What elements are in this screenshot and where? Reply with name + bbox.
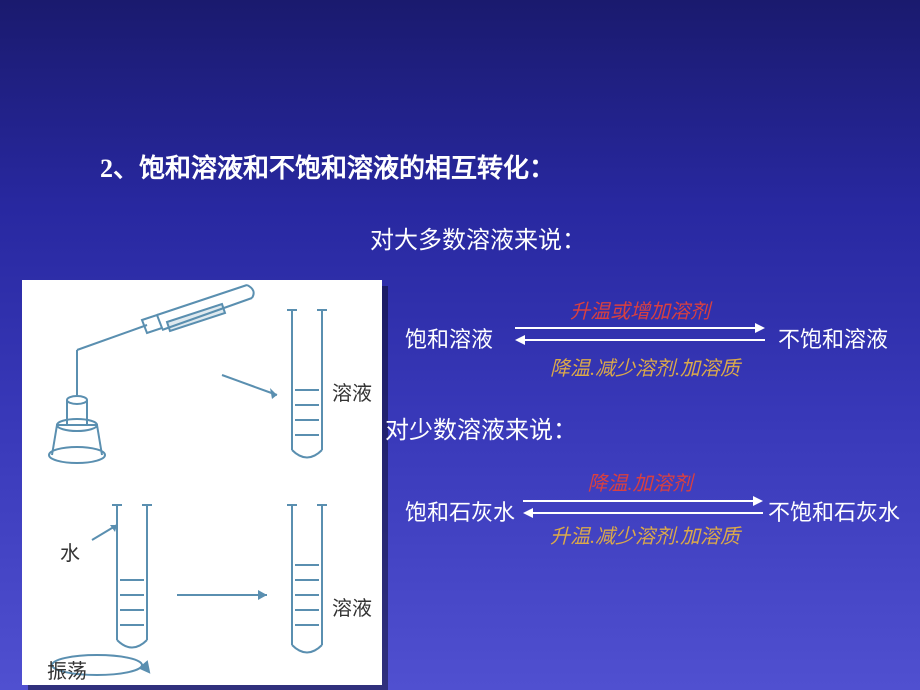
label-water: 水	[60, 542, 80, 565]
label-shake: 振荡	[47, 660, 87, 683]
label-solution: 溶液	[332, 382, 372, 405]
reaction1-left: 饱和溶液	[405, 322, 493, 354]
section1-label: 对大多数溶液来说：	[370, 220, 586, 255]
reaction1-bottom-label: 降温.减少溶剂.加溶质	[520, 352, 770, 381]
reaction2-top-label: 降温.加溶剂	[530, 467, 750, 496]
label-solution2: 溶液	[332, 597, 372, 620]
chemistry-diagram: 溶液 水 振荡	[22, 280, 382, 685]
reaction2-left: 饱和石灰水	[405, 495, 515, 527]
reaction2-bottom-label: 升温.减少溶剂.加溶质	[520, 520, 770, 549]
reaction2-arrows	[518, 493, 768, 523]
reaction1-arrows	[510, 320, 770, 350]
section2-label: 对少数溶液来说：	[385, 410, 577, 445]
reaction1-right: 不饱和溶液	[778, 322, 888, 354]
diagram-image: 溶液 水 振荡	[22, 280, 382, 685]
reaction2-right: 不饱和石灰水	[768, 495, 900, 527]
section-title: 2、饱和溶液和不饱和溶液的相互转化：	[100, 148, 555, 185]
